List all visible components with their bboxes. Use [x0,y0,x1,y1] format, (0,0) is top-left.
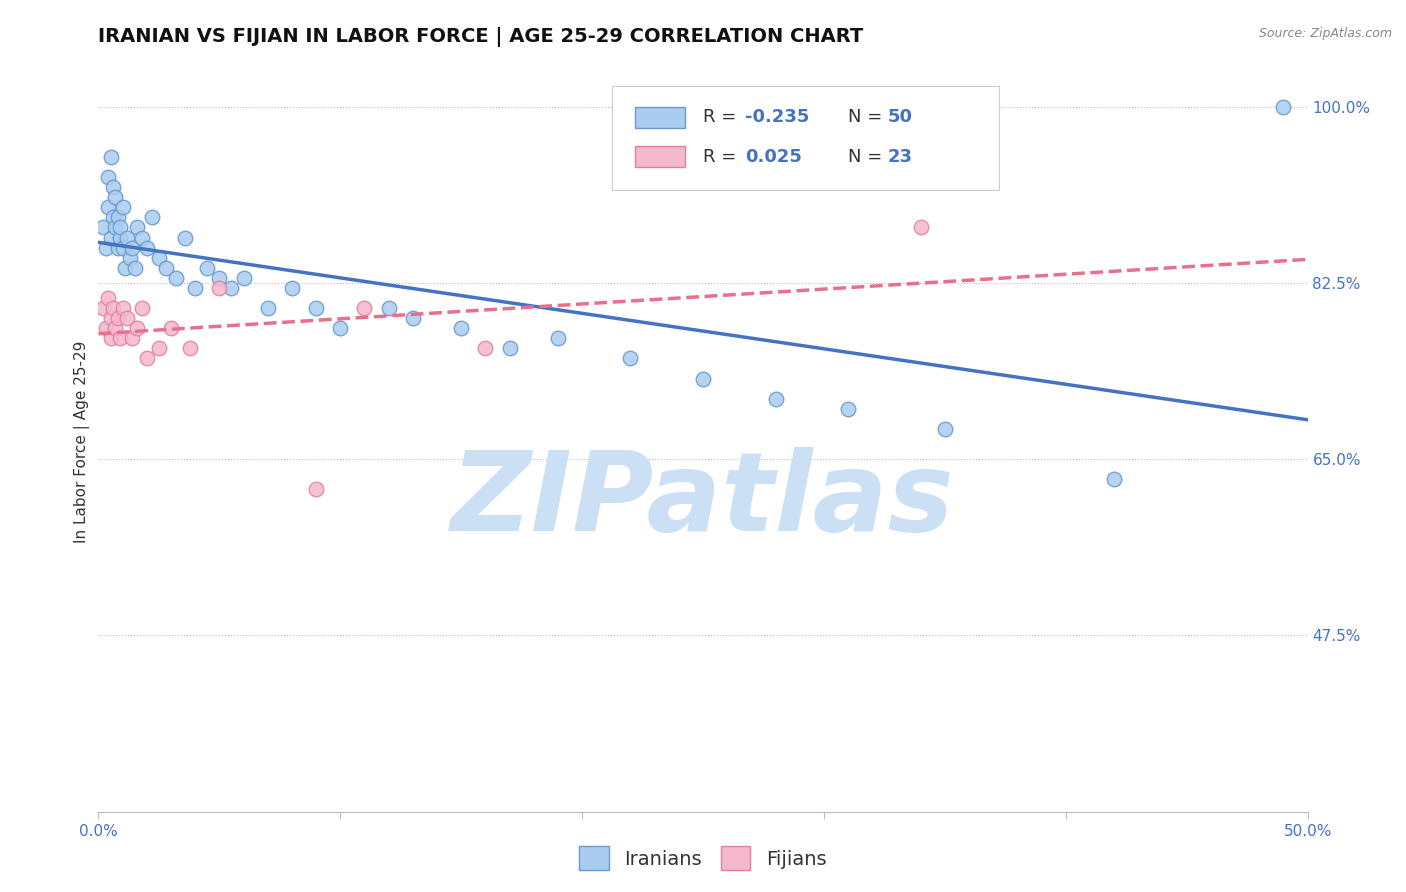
Point [619,351,641,366]
Text: IRANIAN VS FIJIAN IN LABOR FORCE | AGE 25-29 CORRELATION CHART: IRANIAN VS FIJIAN IN LABOR FORCE | AGE 2… [98,27,863,46]
Text: Source: ZipAtlas.com: Source: ZipAtlas.com [1258,27,1392,40]
Point [256,301,278,315]
Point [148,342,170,356]
Point [148,251,170,265]
Point [101,180,124,194]
Point [232,270,254,285]
Point [97,200,120,214]
Point [101,301,124,315]
Legend: Iranians, Fijians: Iranians, Fijians [572,838,834,878]
Text: 50: 50 [889,108,912,127]
Point [100,311,122,326]
Point [91,220,114,235]
Point [131,301,153,315]
Point [837,401,859,416]
Point [108,230,131,244]
Point [111,200,134,214]
Point [165,270,187,285]
Point [104,190,127,204]
Point [117,311,139,326]
Point [208,281,231,295]
Point [104,220,127,235]
Point [692,371,714,385]
Point [131,230,153,244]
Point [765,392,787,406]
Point [107,241,129,255]
Point [94,241,117,255]
Point [100,331,122,345]
Point [104,321,127,335]
Point [101,211,124,225]
Point [174,230,197,244]
Point [121,331,143,345]
Point [1102,472,1125,486]
Point [121,241,143,255]
Point [184,281,207,295]
Text: N =: N = [848,108,889,127]
Point [108,220,131,235]
FancyBboxPatch shape [636,107,685,128]
Point [135,351,157,366]
Point [117,230,139,244]
Text: 23: 23 [889,147,912,166]
Point [135,241,157,255]
Point [107,311,129,326]
Text: R =: R = [703,108,742,127]
Point [208,270,231,285]
Point [100,230,122,244]
Point [910,220,932,235]
Point [179,342,201,356]
Point [127,321,149,335]
Point [124,260,146,275]
Y-axis label: In Labor Force | Age 25-29: In Labor Force | Age 25-29 [75,341,90,542]
Point [402,311,425,326]
Point [934,422,956,436]
Text: ZIPatlas: ZIPatlas [451,447,955,554]
FancyBboxPatch shape [613,87,1000,190]
Point [377,301,399,315]
Point [281,281,304,295]
Text: R =: R = [703,147,742,166]
Point [450,321,472,335]
FancyBboxPatch shape [636,146,685,167]
Point [141,211,163,225]
Point [107,211,129,225]
Point [114,260,136,275]
Point [108,331,131,345]
Text: -0.235: -0.235 [745,108,810,127]
Point [111,241,134,255]
Point [91,301,114,315]
Point [498,342,520,356]
Point [118,251,141,265]
Point [100,150,122,164]
Point [305,483,328,497]
Point [221,281,243,295]
Point [155,260,177,275]
Point [127,220,149,235]
Point [329,321,352,335]
Point [353,301,375,315]
Point [474,342,496,356]
Point [160,321,183,335]
Point [97,170,120,185]
Point [94,321,117,335]
Text: N =: N = [848,147,889,166]
Point [547,331,569,345]
Point [97,291,120,305]
Point [195,260,218,275]
Point [111,301,134,315]
Text: 0.025: 0.025 [745,147,803,166]
Point [1272,100,1295,114]
Point [305,301,328,315]
